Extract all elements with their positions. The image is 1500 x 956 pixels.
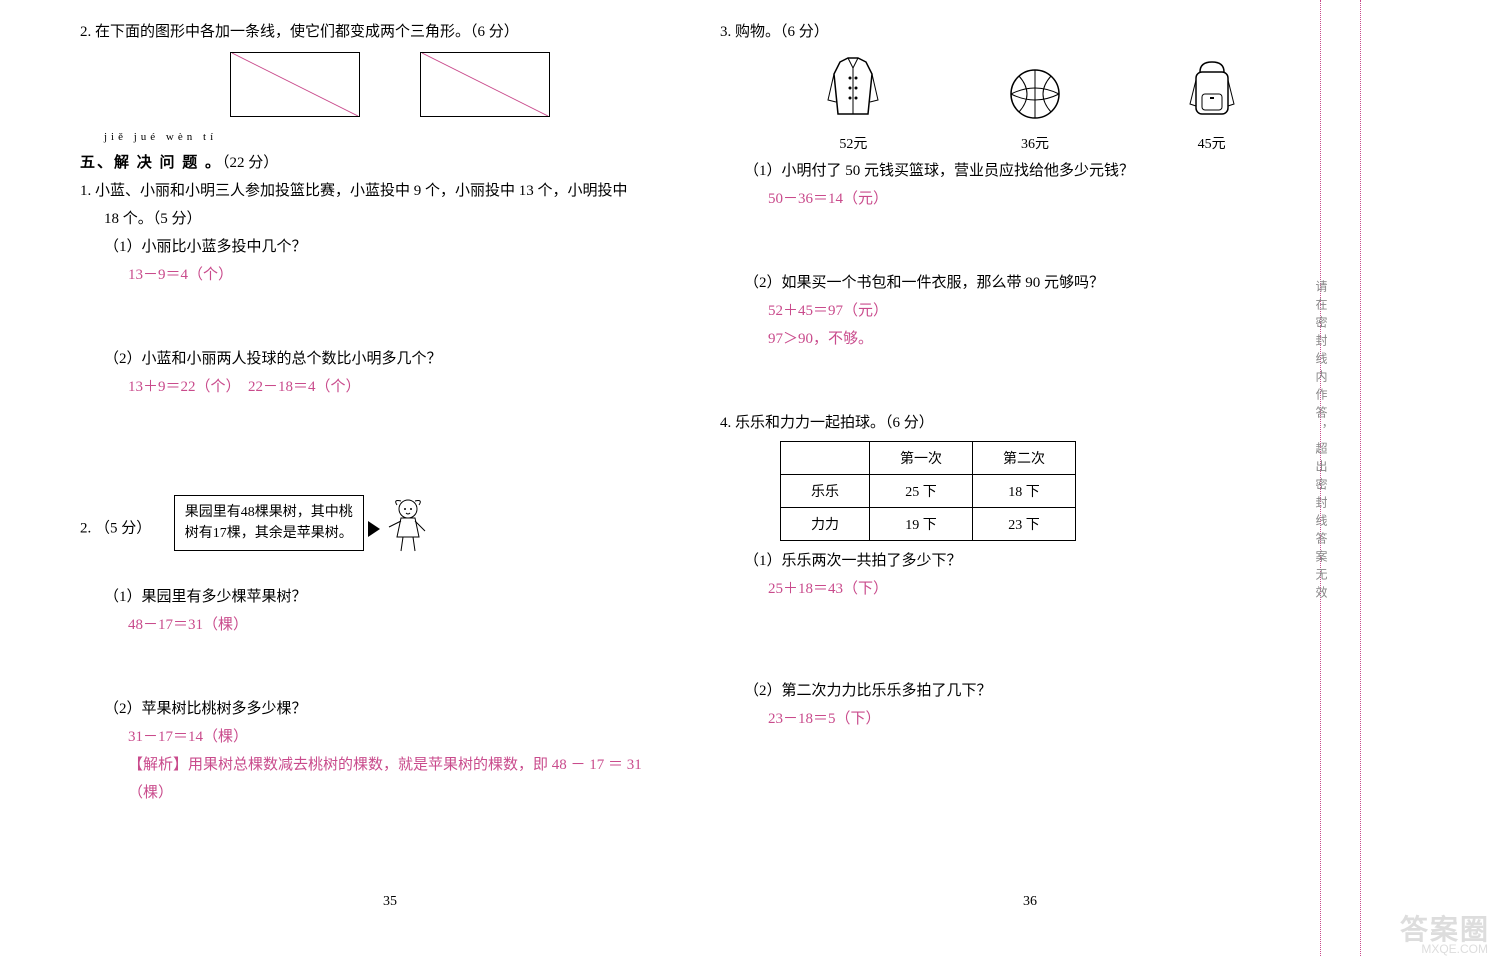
p4-text: 乐乐和力力一起拍球。（6 分） [735, 415, 934, 431]
q2-shapes [80, 52, 700, 117]
basketball-icon [1005, 64, 1065, 124]
p2-analysis-cont: （棵） [128, 781, 700, 805]
section5-title: 五、解 决 问 题 。 [80, 155, 222, 171]
p4-table: 第一次 第二次 乐乐 25 下 18 下 力力 19 下 23 下 [780, 441, 1076, 541]
jacket-price: 52元 [818, 133, 888, 153]
p4-sub2-a: 23－18＝5（下） [768, 707, 1340, 731]
p4-line: 4. 乐乐和力力一起拍球。（6 分） [720, 411, 1340, 435]
diagonal-line-icon [421, 53, 549, 116]
callout-pointer-icon [368, 521, 380, 537]
section5-pinyin: jiě jué wèn tí [104, 129, 700, 147]
p3-items: 52元 36元 45元 [760, 54, 1300, 153]
page-left: 2. 在下面的图形中各加一条线，使它们都变成两个三角形。（6 分） jiě ju… [80, 20, 700, 910]
p2-analysis: 【解析】用果树总棵数减去桃树的棵数，就是苹果树的棵数，即 48 － 17 ＝ 3… [128, 753, 700, 777]
q2-text: 在下面的图形中各加一条线，使它们都变成两个三角形。（6 分） [95, 24, 519, 40]
gap [80, 459, 700, 495]
backpack-icon [1182, 54, 1242, 124]
p3-num: 3. [720, 24, 731, 40]
gap [80, 403, 700, 459]
gap [80, 641, 700, 697]
p1-cont: 18 个。（5 分） [104, 207, 700, 231]
p2-callout: 果园里有48棵果树，其中桃 树有17棵，其余是苹果树。 [174, 495, 364, 551]
td: 乐乐 [781, 475, 870, 508]
p3-sub1-q: （1）小明付了 50 元钱买篮球，营业员应找给他多少元钱？ [744, 159, 1340, 183]
th-c1: 第一次 [870, 442, 973, 475]
p2-head: 2. （5 分） 果园里有48棵果树，其中桃 树有17棵，其余是苹果树。 [80, 495, 700, 563]
p1-sub2-a: 13＋9＝22（个） 22－18＝4（个） [128, 375, 700, 399]
p3-sub2-a2: 97＞90，不够。 [768, 327, 1340, 351]
rect-shape-2 [420, 52, 550, 117]
page-right: 3. 购物。（6 分） 52元 36 [720, 20, 1340, 910]
gap [720, 661, 1340, 679]
p3-line: 3. 购物。（6 分） [720, 20, 1340, 44]
backpack-price: 45元 [1182, 133, 1242, 153]
gap [80, 291, 700, 347]
p2-num: 2. [80, 520, 91, 536]
basketball-price: 36元 [1005, 133, 1065, 153]
table-row: 力力 19 下 23 下 [781, 508, 1076, 541]
analysis-text: 用果树总棵数减去桃树的棵数，就是苹果树的棵数，即 48 － 17 ＝ 31 [188, 757, 642, 773]
td: 25 下 [870, 475, 973, 508]
gap [80, 567, 700, 585]
p1-text: 小蓝、小丽和小明三人参加投篮比赛，小蓝投中 9 个，小丽投中 13 个，小明投中 [95, 183, 628, 199]
p1-line: 1. 小蓝、小丽和小明三人参加投篮比赛，小蓝投中 9 个，小丽投中 13 个，小… [80, 179, 700, 203]
item-basketball: 36元 [1005, 64, 1065, 153]
item-jacket: 52元 [818, 54, 888, 153]
p3-sub2-q: （2）如果买一个书包和一件衣服，那么带 90 元够吗？ [744, 271, 1340, 295]
margin-strip: 请在密封线内作答，超出密封线答案无效 [1300, 0, 1500, 956]
callout-l2: 树有17棵，其余是苹果树。 [185, 526, 353, 541]
p1-num: 1. [80, 183, 91, 199]
p2-points: （5 分） [95, 520, 151, 536]
td: 力力 [781, 508, 870, 541]
th-blank [781, 442, 870, 475]
p2-sub2-q: （2）苹果树比桃树多多少棵？ [104, 697, 700, 721]
margin-text: 请在密封线内作答，超出密封线答案无效 [1316, 280, 1330, 604]
p2-sub1-q: （1）果园里有多少棵苹果树？ [104, 585, 700, 609]
section5-title-line: 五、解 决 问 题 。（22 分） [80, 151, 700, 175]
p4-sub1-a: 25＋18＝43（下） [768, 577, 1340, 601]
th-c2: 第二次 [973, 442, 1076, 475]
watermark-sub: MXQE.COM [1421, 942, 1488, 956]
callout-l1: 果园里有48棵果树，其中桃 [185, 505, 353, 520]
gap [720, 355, 1340, 411]
analysis-label: 【解析】 [128, 757, 188, 773]
p2-sub1-a: 48－17＝31（棵） [128, 613, 700, 637]
p1-sub1-a: 13－9＝4（个） [128, 263, 700, 287]
table-row: 第一次 第二次 [781, 442, 1076, 475]
gap [720, 605, 1340, 661]
diagonal-line-icon [231, 53, 359, 116]
item-backpack: 45元 [1182, 54, 1242, 153]
table-row: 乐乐 25 下 18 下 [781, 475, 1076, 508]
td: 19 下 [870, 508, 973, 541]
page-num-right: 36 [720, 894, 1340, 910]
p4-sub2-q: （2）第二次力力比乐乐多拍了几下？ [744, 679, 1340, 703]
q2-line: 2. 在下面的图形中各加一条线，使它们都变成两个三角形。（6 分） [80, 20, 700, 44]
p4-sub1-q: （1）乐乐两次一共拍了多少下？ [744, 549, 1340, 573]
gap [720, 215, 1340, 271]
td: 18 下 [973, 475, 1076, 508]
td: 23 下 [973, 508, 1076, 541]
p2-sub2-a: 31－17＝14（棵） [128, 725, 700, 749]
p3-sub1-a: 50－36＝14（元） [768, 187, 1340, 211]
section5-points: （22 分） [222, 155, 278, 171]
p1-sub1-q: （1）小丽比小蓝多投中几个？ [104, 235, 700, 259]
dotted-line-icon [1360, 0, 1361, 956]
jacket-icon [818, 54, 888, 124]
rect-shape-1 [230, 52, 360, 117]
p4-num: 4. [720, 415, 731, 431]
q2-num: 2. [80, 24, 91, 40]
girl-icon [383, 495, 433, 563]
p1-sub2-q: （2）小蓝和小丽两人投球的总个数比小明多几个？ [104, 347, 700, 371]
p3-text: 购物。（6 分） [735, 24, 829, 40]
page-num-left: 35 [80, 894, 700, 910]
p3-sub2-a1: 52＋45＝97（元） [768, 299, 1340, 323]
